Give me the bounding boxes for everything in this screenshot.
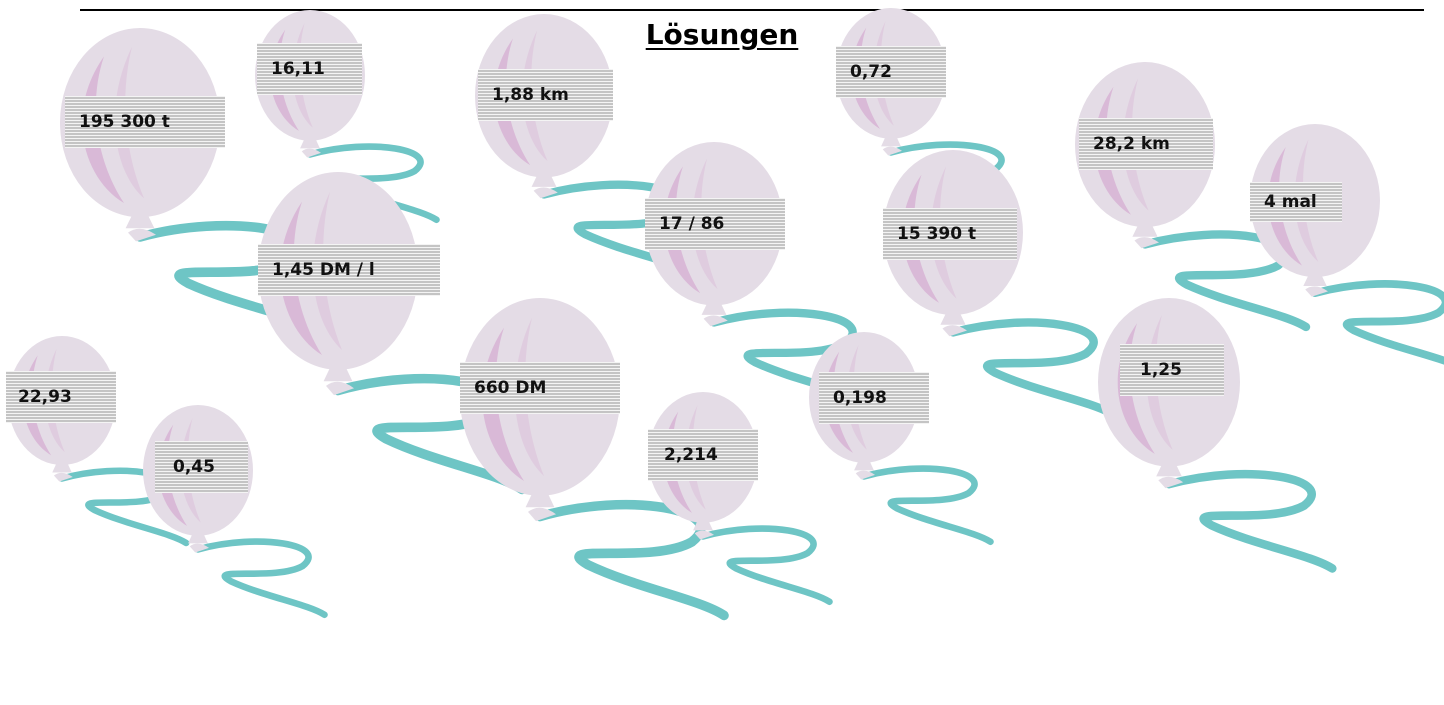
answer-label: 660 DM [460,362,620,414]
answer-label: 1,88 km [478,69,613,121]
answer-label: 0,198 [819,372,929,424]
answer-label: 16,11 [257,43,362,95]
balloon-icon [1098,298,1337,573]
answer-label: 22,93 [6,371,116,423]
answer-balloon-13: 2,214 [648,392,833,606]
answer-balloon-11: 0,45 [143,405,328,619]
answer-label: 28,2 km [1079,118,1213,170]
answer-label: 17 / 86 [645,198,785,250]
top-rule [80,9,1424,11]
balloon-icon [258,172,527,495]
answer-balloon-5: 17 / 86 [645,142,877,409]
answer-balloon-2: 16,11 [255,10,440,224]
answer-label: 4 mal [1250,182,1342,222]
answer-balloon-6: 0,72 [836,8,1021,222]
answer-label: 1,25 [1120,344,1224,396]
answer-balloon-3: 1,45 DM / l [258,172,527,495]
answer-balloon-9: 4 mal [1250,124,1444,365]
answer-label: 15 390 t [883,208,1017,260]
answer-label: 0,72 [836,46,946,98]
answer-label: 195 300 t [65,96,225,148]
answer-label: 1,45 DM / l [258,244,440,296]
answer-balloon-15: 1,25 [1098,298,1337,573]
answer-sheet: Lösungen 195 300 t 16,11 1,45 DM / l 1,8… [6,8,1444,621]
answer-balloon-10: 22,93 [6,336,190,547]
answer-balloon-1: 195 300 t [60,28,329,337]
answer-balloon-14: 0,198 [809,332,994,546]
answer-balloon-7: 15 390 t [883,150,1119,420]
answer-balloon-12: 660 DM [460,298,729,621]
answer-balloon-8: 28,2 km [1075,62,1311,332]
page-title: Lösungen [645,18,799,51]
answer-label: 0,45 [155,441,248,493]
answer-label: 2,214 [648,429,758,481]
answer-balloon-4: 1,88 km [475,14,707,281]
